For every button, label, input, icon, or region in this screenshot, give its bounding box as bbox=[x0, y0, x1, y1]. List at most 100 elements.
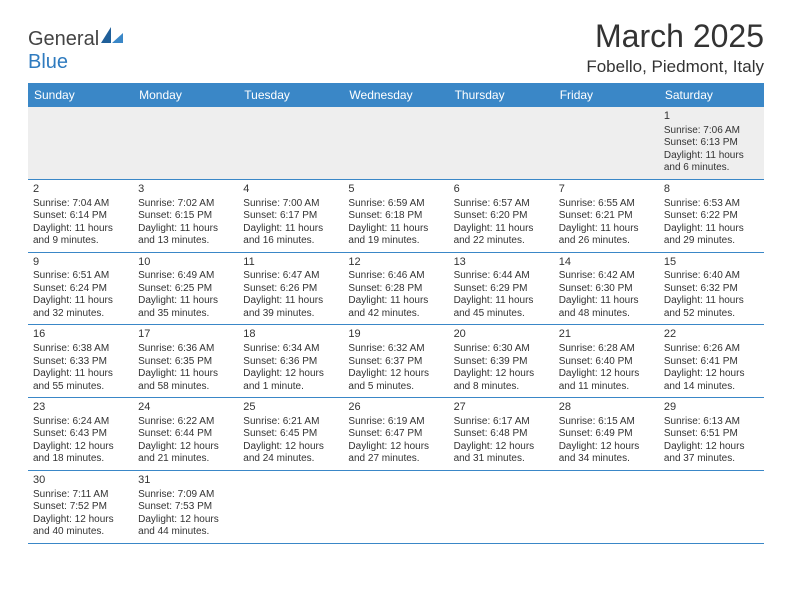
calendar-week: 2Sunrise: 7:04 AMSunset: 6:14 PMDaylight… bbox=[28, 180, 764, 253]
dow-label: Sunday bbox=[28, 83, 133, 107]
sunset-label: Sunset: 6:22 PM bbox=[664, 210, 759, 223]
calendar-cell: 1Sunrise: 7:06 AMSunset: 6:13 PMDaylight… bbox=[659, 107, 764, 179]
sunset-label: Sunset: 6:48 PM bbox=[454, 428, 549, 441]
daylight-label: Daylight: 11 hours and 35 minutes. bbox=[138, 295, 233, 320]
calendar-cell: 24Sunrise: 6:22 AMSunset: 6:44 PMDayligh… bbox=[133, 398, 238, 470]
calendar-cell: 25Sunrise: 6:21 AMSunset: 6:45 PMDayligh… bbox=[238, 398, 343, 470]
calendar-cell: 26Sunrise: 6:19 AMSunset: 6:47 PMDayligh… bbox=[343, 398, 448, 470]
sunset-label: Sunset: 6:20 PM bbox=[454, 210, 549, 223]
daylight-label: Daylight: 12 hours and 8 minutes. bbox=[454, 368, 549, 393]
sunrise-label: Sunrise: 7:11 AM bbox=[33, 489, 128, 502]
title-block: March 2025 Fobello, Piedmont, Italy bbox=[586, 18, 764, 77]
sunset-label: Sunset: 6:13 PM bbox=[664, 137, 759, 150]
daylight-label: Daylight: 11 hours and 13 minutes. bbox=[138, 223, 233, 248]
sunset-label: Sunset: 6:15 PM bbox=[138, 210, 233, 223]
sunrise-label: Sunrise: 7:04 AM bbox=[33, 198, 128, 211]
day-number: 16 bbox=[33, 328, 128, 342]
sunset-label: Sunset: 6:35 PM bbox=[138, 356, 233, 369]
day-number: 29 bbox=[664, 401, 759, 415]
day-number: 7 bbox=[559, 183, 654, 197]
dow-label: Tuesday bbox=[238, 83, 343, 107]
calendar-cell-blank bbox=[554, 107, 659, 179]
sunrise-label: Sunrise: 6:26 AM bbox=[664, 343, 759, 356]
daylight-label: Daylight: 11 hours and 6 minutes. bbox=[664, 150, 759, 175]
dow-label: Monday bbox=[133, 83, 238, 107]
calendar-cell: 11Sunrise: 6:47 AMSunset: 6:26 PMDayligh… bbox=[238, 253, 343, 325]
calendar-cell-blank bbox=[133, 107, 238, 179]
calendar-cell-blank bbox=[449, 107, 554, 179]
calendar-cell: 29Sunrise: 6:13 AMSunset: 6:51 PMDayligh… bbox=[659, 398, 764, 470]
day-number: 9 bbox=[33, 256, 128, 270]
daylight-label: Daylight: 12 hours and 14 minutes. bbox=[664, 368, 759, 393]
brand-logo: General Blue bbox=[28, 18, 123, 74]
calendar-cell: 31Sunrise: 7:09 AMSunset: 7:53 PMDayligh… bbox=[133, 471, 238, 543]
dow-header: SundayMondayTuesdayWednesdayThursdayFrid… bbox=[28, 83, 764, 107]
daylight-label: Daylight: 12 hours and 21 minutes. bbox=[138, 441, 233, 466]
calendar-cell-blank bbox=[343, 107, 448, 179]
sunrise-label: Sunrise: 6:55 AM bbox=[559, 198, 654, 211]
sunrise-label: Sunrise: 6:59 AM bbox=[348, 198, 443, 211]
day-number: 14 bbox=[559, 256, 654, 270]
sunset-label: Sunset: 6:17 PM bbox=[243, 210, 338, 223]
sunrise-label: Sunrise: 6:44 AM bbox=[454, 270, 549, 283]
daylight-label: Daylight: 11 hours and 39 minutes. bbox=[243, 295, 338, 320]
daylight-label: Daylight: 11 hours and 48 minutes. bbox=[559, 295, 654, 320]
sunset-label: Sunset: 6:33 PM bbox=[33, 356, 128, 369]
calendar-cell: 23Sunrise: 6:24 AMSunset: 6:43 PMDayligh… bbox=[28, 398, 133, 470]
sunrise-label: Sunrise: 6:32 AM bbox=[348, 343, 443, 356]
header: General Blue March 2025 Fobello, Piedmon… bbox=[28, 18, 764, 77]
daylight-label: Daylight: 12 hours and 18 minutes. bbox=[33, 441, 128, 466]
calendar-cell: 2Sunrise: 7:04 AMSunset: 6:14 PMDaylight… bbox=[28, 180, 133, 252]
sunset-label: Sunset: 6:40 PM bbox=[559, 356, 654, 369]
calendar-cell: 15Sunrise: 6:40 AMSunset: 6:32 PMDayligh… bbox=[659, 253, 764, 325]
sail-icon bbox=[101, 26, 123, 49]
calendar-cell: 3Sunrise: 7:02 AMSunset: 6:15 PMDaylight… bbox=[133, 180, 238, 252]
dow-label: Saturday bbox=[659, 83, 764, 107]
sunset-label: Sunset: 7:53 PM bbox=[138, 501, 233, 514]
sunrise-label: Sunrise: 7:02 AM bbox=[138, 198, 233, 211]
sunset-label: Sunset: 6:28 PM bbox=[348, 283, 443, 296]
sunset-label: Sunset: 6:30 PM bbox=[559, 283, 654, 296]
day-number: 11 bbox=[243, 256, 338, 270]
sunset-label: Sunset: 6:44 PM bbox=[138, 428, 233, 441]
calendar-cell: 13Sunrise: 6:44 AMSunset: 6:29 PMDayligh… bbox=[449, 253, 554, 325]
daylight-label: Daylight: 11 hours and 58 minutes. bbox=[138, 368, 233, 393]
day-number: 15 bbox=[664, 256, 759, 270]
daylight-label: Daylight: 12 hours and 5 minutes. bbox=[348, 368, 443, 393]
daylight-label: Daylight: 11 hours and 26 minutes. bbox=[559, 223, 654, 248]
calendar-week: 30Sunrise: 7:11 AMSunset: 7:52 PMDayligh… bbox=[28, 471, 764, 544]
sunrise-label: Sunrise: 6:40 AM bbox=[664, 270, 759, 283]
brand-part1: General bbox=[28, 28, 99, 50]
day-number: 30 bbox=[33, 474, 128, 488]
day-number: 24 bbox=[138, 401, 233, 415]
calendar-cell: 19Sunrise: 6:32 AMSunset: 6:37 PMDayligh… bbox=[343, 325, 448, 397]
calendar-cell: 20Sunrise: 6:30 AMSunset: 6:39 PMDayligh… bbox=[449, 325, 554, 397]
daylight-label: Daylight: 11 hours and 42 minutes. bbox=[348, 295, 443, 320]
daylight-label: Daylight: 12 hours and 24 minutes. bbox=[243, 441, 338, 466]
calendar-cell: 4Sunrise: 7:00 AMSunset: 6:17 PMDaylight… bbox=[238, 180, 343, 252]
calendar-week: 9Sunrise: 6:51 AMSunset: 6:24 PM Daylight… bbox=[28, 253, 764, 326]
sunset-label: Sunset: 6:29 PM bbox=[454, 283, 549, 296]
calendar-cell-blank bbox=[449, 471, 554, 543]
sunset-label: Sunset: 6:32 PM bbox=[664, 283, 759, 296]
calendar-cell: 9Sunrise: 6:51 AMSunset: 6:24 PMDaylight… bbox=[28, 253, 133, 325]
calendar-cell-blank bbox=[659, 471, 764, 543]
brand-text: General Blue bbox=[28, 26, 123, 74]
sunrise-label: Sunrise: 6:22 AM bbox=[138, 416, 233, 429]
calendar-cell: 27Sunrise: 6:17 AMSunset: 6:48 PMDayligh… bbox=[449, 398, 554, 470]
sunrise-label: Sunrise: 6:49 AM bbox=[138, 270, 233, 283]
sunset-label: Sunset: 6:47 PM bbox=[348, 428, 443, 441]
day-number: 27 bbox=[454, 401, 549, 415]
sunset-label: Sunset: 6:24 PM bbox=[33, 283, 128, 296]
sunrise-label: Sunrise: 6:19 AM bbox=[348, 416, 443, 429]
sunrise-label: Sunrise: 6:51 AM bbox=[33, 270, 128, 283]
sunset-label: Sunset: 6:25 PM bbox=[138, 283, 233, 296]
day-number: 21 bbox=[559, 328, 654, 342]
calendar-week: 1Sunrise: 7:06 AMSunset: 6:13 PMDaylight… bbox=[28, 107, 764, 180]
sunrise-label: Sunrise: 6:38 AM bbox=[33, 343, 128, 356]
daylight-label: Daylight: 11 hours and 19 minutes. bbox=[348, 223, 443, 248]
day-number: 6 bbox=[454, 183, 549, 197]
sunset-label: Sunset: 6:37 PM bbox=[348, 356, 443, 369]
day-number: 3 bbox=[138, 183, 233, 197]
sunrise-label: Sunrise: 6:17 AM bbox=[454, 416, 549, 429]
